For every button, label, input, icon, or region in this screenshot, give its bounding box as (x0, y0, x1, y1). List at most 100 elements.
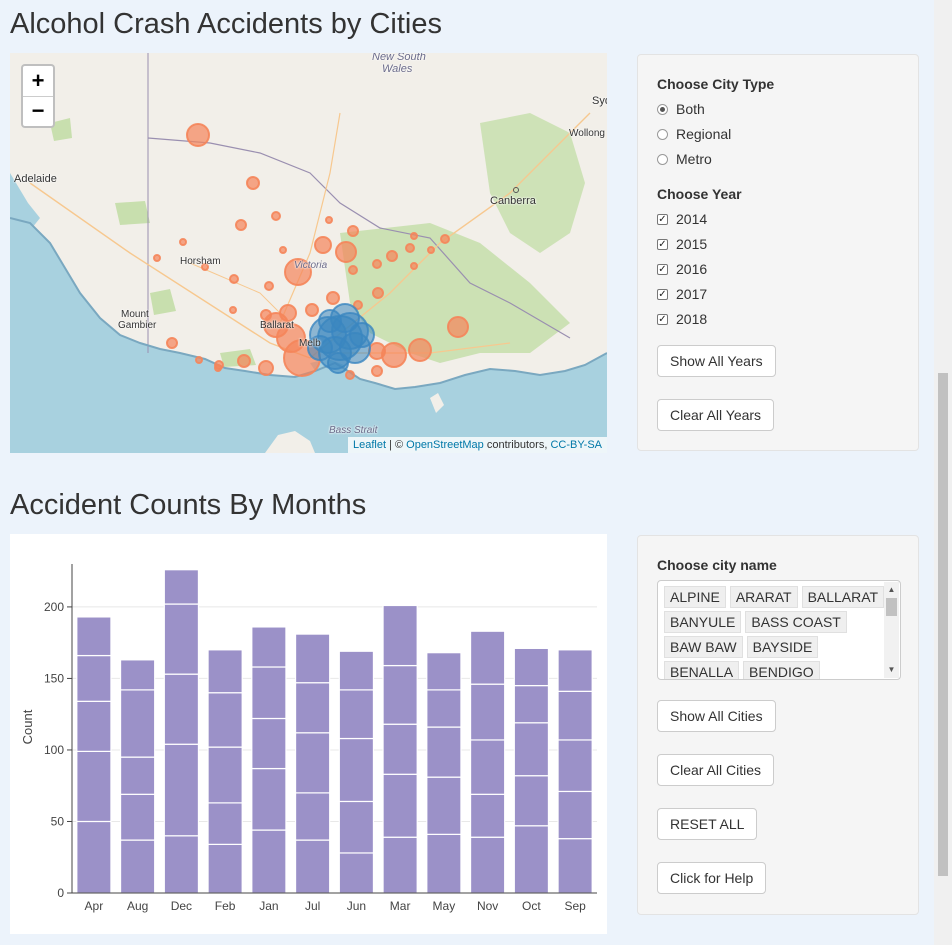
bar-segment[interactable] (207, 746, 243, 804)
bar-segment[interactable] (513, 825, 550, 894)
bar-segment[interactable] (426, 689, 462, 728)
bar-segment[interactable] (338, 689, 375, 740)
radio-both-indicator[interactable] (657, 103, 668, 115)
bar-segment[interactable] (557, 690, 593, 741)
bar-segment[interactable] (426, 726, 462, 778)
bar-segment[interactable] (163, 673, 200, 745)
clear-all-years-button[interactable]: Clear All Years (657, 399, 775, 431)
bar-segment[interactable] (251, 626, 287, 668)
bar-segment[interactable] (76, 750, 112, 823)
radio-regional-indicator[interactable] (657, 128, 668, 140)
bar-segment[interactable] (382, 664, 418, 725)
leaflet-link[interactable]: Leaflet (352, 439, 386, 451)
page-scrollbar-thumb[interactable] (938, 373, 948, 876)
bar-segment[interactable] (251, 767, 287, 831)
bar-segment[interactable] (76, 616, 112, 657)
radio-regional[interactable]: Regional (657, 125, 731, 143)
city-select-scrollbar[interactable]: ▲ ▼ (884, 582, 899, 678)
reset-all-button[interactable]: RESET ALL (657, 808, 758, 840)
bar-segment[interactable] (426, 776, 462, 835)
city-chip[interactable]: BAW BAW (664, 636, 743, 658)
bar-segment[interactable] (76, 700, 112, 752)
checkbox-2016-box[interactable]: ✓ (657, 263, 668, 275)
bar-segment[interactable] (557, 790, 593, 840)
bar-segment[interactable] (513, 647, 550, 687)
bar-segment[interactable] (163, 743, 200, 837)
bar-segment[interactable] (76, 820, 112, 894)
bar-segment[interactable] (469, 793, 506, 838)
bar-segment[interactable] (207, 802, 243, 845)
bar-segment[interactable] (469, 836, 506, 894)
clear-all-cities-button[interactable]: Clear All Cities (657, 754, 775, 786)
checkbox-2016[interactable]: ✓ 2016 (657, 260, 707, 278)
zoom-out-button[interactable]: − (23, 96, 53, 126)
bar-segment[interactable] (338, 852, 375, 894)
bar-segment[interactable] (119, 659, 156, 691)
checkbox-2017-box[interactable]: ✓ (657, 288, 668, 300)
city-chip[interactable]: ALPINE (664, 586, 726, 608)
zoom-in-button[interactable]: + (31, 68, 45, 93)
bar-segment[interactable] (251, 666, 287, 720)
bar-segment[interactable] (294, 792, 331, 841)
bar-segment[interactable] (338, 800, 375, 854)
bar-segment[interactable] (557, 739, 593, 793)
scroll-up-arrow-icon[interactable]: ▲ (887, 585, 896, 594)
bar-segment[interactable] (119, 689, 156, 758)
bar-segment[interactable] (207, 843, 243, 894)
bar-segment[interactable] (513, 722, 550, 777)
bar-segment[interactable] (513, 775, 550, 827)
bar-segment[interactable] (163, 835, 200, 894)
bar-segment[interactable] (119, 793, 156, 841)
city-chip[interactable]: BALLARAT (801, 586, 885, 608)
bar-segment[interactable] (469, 683, 506, 741)
bar-segment[interactable] (76, 654, 112, 702)
bar-segment[interactable] (119, 756, 156, 795)
bar-segment[interactable] (338, 650, 375, 691)
checkbox-2014[interactable]: ✓ 2014 (657, 210, 707, 228)
bar-segment[interactable] (294, 633, 331, 684)
bar-segment[interactable] (251, 829, 287, 894)
bar-segment[interactable] (207, 692, 243, 748)
bar-segment[interactable] (294, 732, 331, 794)
bar-segment[interactable] (426, 833, 462, 894)
bar-segment[interactable] (469, 739, 506, 795)
checkbox-2015-box[interactable]: ✓ (657, 238, 668, 250)
bar-segment[interactable] (119, 839, 156, 894)
city-chip[interactable]: BASS COAST (745, 611, 847, 633)
bar-segment[interactable] (513, 684, 550, 724)
scrollbar-thumb[interactable] (886, 598, 897, 616)
bar-segment[interactable] (163, 569, 200, 605)
page-scrollbar[interactable] (934, 0, 952, 945)
license-link[interactable]: CC-BY-SA (550, 439, 602, 451)
bar-segment[interactable] (338, 737, 375, 803)
checkbox-2018-box[interactable]: ✓ (657, 313, 668, 325)
bar-segment[interactable] (207, 649, 243, 694)
show-all-years-button[interactable]: Show All Years (657, 345, 776, 377)
bar-segment[interactable] (294, 839, 331, 894)
city-chip[interactable]: BENALLA (664, 661, 740, 679)
checkbox-2017[interactable]: ✓ 2017 (657, 285, 707, 303)
bar-segment[interactable] (294, 682, 331, 734)
osm-link[interactable]: OpenStreetMap (406, 439, 484, 451)
radio-metro[interactable]: Metro (657, 150, 712, 168)
help-button[interactable]: Click for Help (657, 862, 767, 894)
city-chip[interactable]: BANYULE (664, 611, 742, 633)
bar-segment[interactable] (382, 604, 418, 667)
bar-segment[interactable] (557, 649, 593, 692)
checkbox-2015[interactable]: ✓ 2015 (657, 235, 707, 253)
radio-metro-indicator[interactable] (657, 153, 668, 165)
bar-segment[interactable] (426, 652, 462, 691)
city-chip[interactable]: ARARAT (729, 586, 798, 608)
bar-segment[interactable] (251, 717, 287, 770)
bar-segment[interactable] (382, 723, 418, 775)
city-select[interactable]: ALPINE ARARAT BALLARAT BANYULE BASS COAS… (657, 580, 901, 680)
bar-segment[interactable] (163, 603, 200, 675)
crash-map[interactable]: New South Wales Syd Wollong Adelaide Can… (10, 53, 607, 453)
city-chip[interactable]: BAYSIDE (746, 636, 819, 658)
bar-segment[interactable] (382, 773, 418, 838)
city-chip[interactable]: BENDIGO (743, 661, 820, 679)
scroll-down-arrow-icon[interactable]: ▼ (887, 665, 896, 674)
bar-segment[interactable] (557, 838, 593, 894)
bar-segment[interactable] (382, 836, 418, 894)
radio-both[interactable]: Both (657, 100, 705, 118)
